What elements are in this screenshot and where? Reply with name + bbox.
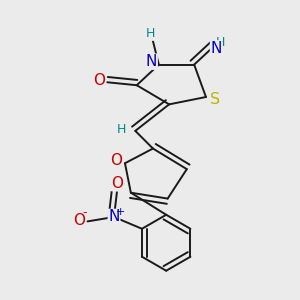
Text: O: O xyxy=(93,73,105,88)
Text: H: H xyxy=(216,36,225,49)
Text: H: H xyxy=(145,27,155,40)
Text: N: N xyxy=(108,209,120,224)
Text: O: O xyxy=(112,176,124,190)
Text: N: N xyxy=(211,41,222,56)
Text: N: N xyxy=(146,54,157,69)
Text: H: H xyxy=(116,123,126,136)
Text: O: O xyxy=(110,153,122,168)
Text: S: S xyxy=(210,92,220,107)
Text: O: O xyxy=(73,213,85,228)
Text: +: + xyxy=(116,207,125,217)
Text: -: - xyxy=(82,206,87,219)
